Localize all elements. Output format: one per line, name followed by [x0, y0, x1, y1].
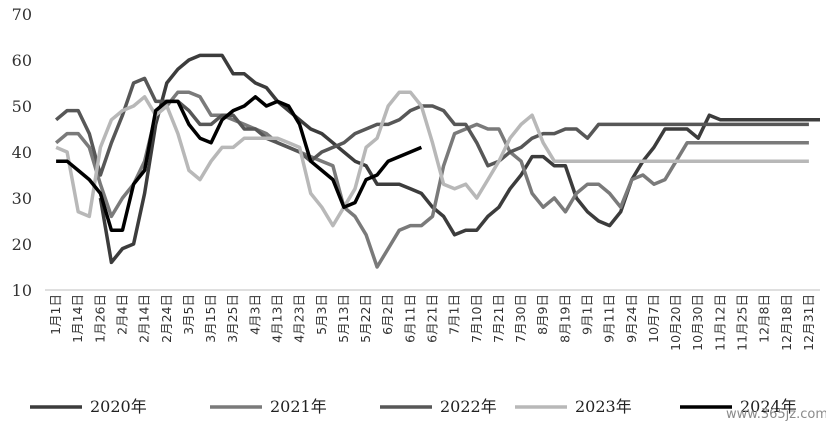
series-line-2 [54, 76, 809, 177]
y-tick-label-0: 10 [12, 281, 32, 300]
x-tick-label-27: 10月7日 [646, 294, 661, 343]
x-tick-label-17: 6月21日 [425, 294, 440, 343]
y-tick-label-5: 60 [12, 51, 32, 70]
x-tick-label-5: 2月24日 [159, 294, 174, 343]
y-tick-label-6: 70 [12, 5, 32, 24]
x-tick-label-7: 3月15日 [203, 294, 218, 343]
x-tick-label-33: 12月18日 [779, 294, 794, 351]
legend-label-1: 2021年 [270, 397, 327, 416]
series-lines [54, 53, 820, 269]
x-tick-label-30: 11月12日 [712, 294, 727, 351]
series-line-1 [54, 90, 809, 269]
x-tick-label-18: 7月1日 [447, 294, 462, 335]
x-tick-label-28: 10月20日 [668, 294, 683, 351]
x-tick-label-25: 9月11日 [602, 294, 617, 343]
x-tick-label-2: 1月26日 [92, 294, 107, 343]
x-tick-label-8: 3月25日 [225, 294, 240, 343]
x-tick-label-10: 4月13日 [270, 294, 285, 343]
x-tick-label-3: 2月4日 [115, 294, 130, 335]
series-line-4 [56, 95, 423, 232]
watermark-text: www.365jz.com [726, 407, 826, 422]
legend-label-2: 2022年 [440, 397, 497, 416]
x-tick-label-0: 1月1日 [48, 294, 63, 335]
x-tick-label-23: 8月19日 [557, 294, 572, 343]
x-axis-tick-labels: 1月1日 1月14日 1月26日 2月4日 2月14日 2月24日 3月5日 3月15日 3月2… [48, 294, 816, 351]
x-tick-label-24: 9月1日 [580, 294, 595, 335]
x-tick-label-31: 11月25日 [735, 294, 750, 351]
series-line-0 [98, 53, 820, 265]
y-tick-label-4: 50 [12, 97, 32, 116]
x-tick-label-29: 10月30日 [690, 294, 705, 351]
legend-label-0: 2020年 [90, 397, 147, 416]
x-tick-label-4: 2月14日 [137, 294, 152, 343]
x-tick-label-26: 9月24日 [624, 294, 639, 343]
legend-label-3: 2023年 [575, 397, 632, 416]
x-tick-label-21: 7月30日 [513, 294, 528, 343]
legend: 2020年 2021年 2022年 2023年 2024年 [30, 397, 797, 416]
x-tick-label-20: 7月21日 [491, 294, 506, 343]
y-tick-label-3: 40 [12, 143, 32, 162]
series-line-3 [55, 90, 809, 228]
x-tick-label-14: 5月22日 [358, 294, 373, 343]
x-tick-label-6: 3月5日 [181, 294, 196, 335]
x-tick-label-13: 5月13日 [336, 294, 351, 343]
x-tick-label-12: 5月3日 [314, 294, 329, 335]
x-tick-label-16: 6月11日 [402, 294, 417, 343]
legend-label-4: 2024年 [740, 397, 797, 416]
x-tick-label-9: 4月3日 [247, 294, 262, 335]
x-tick-label-1: 1月14日 [70, 294, 85, 343]
y-axis-tick-labels: 10 20 30 40 50 60 70 [12, 5, 32, 300]
x-tick-label-22: 8月9日 [535, 294, 550, 335]
x-tick-label-34: 12月31日 [801, 294, 816, 351]
x-tick-label-32: 12月8日 [757, 294, 772, 343]
x-tick-label-19: 7月10日 [469, 294, 484, 343]
x-tick-label-15: 6月2日 [380, 294, 395, 335]
x-tick-label-11: 4月23日 [292, 294, 307, 343]
y-tick-label-1: 20 [12, 235, 32, 254]
y-tick-label-2: 30 [12, 189, 32, 208]
